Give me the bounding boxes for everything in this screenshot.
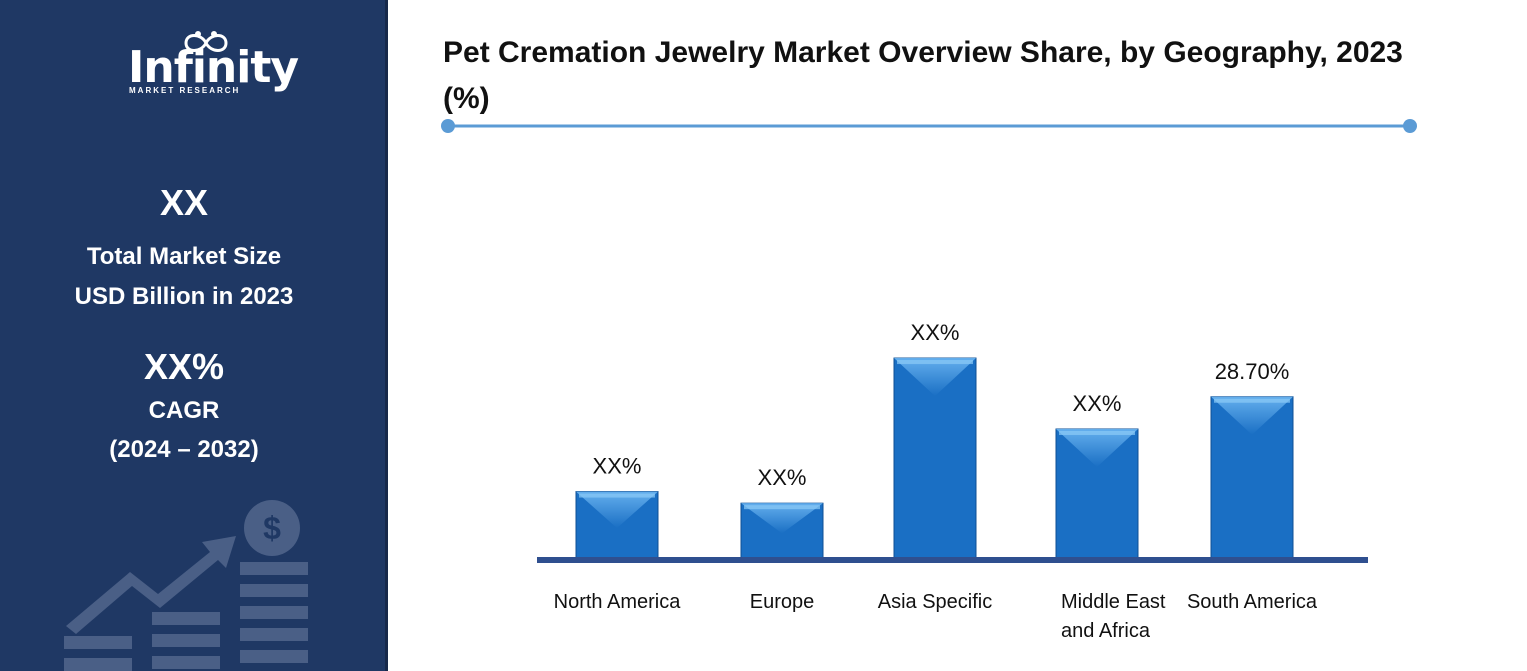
category-label-2: Asia Specific — [878, 591, 993, 613]
category-label-line: and Africa — [1061, 620, 1151, 642]
bar-1 — [740, 502, 824, 559]
bar-chart: XX% North America XX% Europe XX% Asia Specifi… — [537, 320, 1368, 642]
title-underline — [441, 119, 1417, 133]
category-label-line: Middle East — [1061, 591, 1166, 613]
company-logo: Infinity MARKET RESEARCH — [110, 28, 299, 103]
bar-4 — [1210, 396, 1294, 559]
data-label-2: XX% — [911, 320, 960, 345]
growth-chart-icon: $ — [64, 500, 308, 671]
category-label-3: Middle East and Africa — [1061, 591, 1166, 642]
market-size-label: Total Market Size — [86, 243, 282, 270]
category-label-line: South America — [1187, 591, 1318, 613]
infinity-logo-icon — [184, 31, 228, 52]
category-label-line: Europe — [750, 591, 815, 613]
category-label-1: Europe — [750, 591, 815, 613]
data-label-4: 28.70% — [1215, 359, 1290, 384]
market-size-unit: USD Billion in 2023 — [74, 283, 294, 310]
data-label-0: XX% — [593, 454, 642, 479]
category-label-4: South America — [1187, 591, 1318, 613]
bar-2 — [893, 357, 977, 559]
category-label-line: North America — [554, 591, 682, 613]
category-label-0: North America — [554, 591, 682, 613]
bar-0 — [575, 491, 659, 559]
bar-3 — [1055, 428, 1139, 559]
cagr-label: CAGR — [148, 397, 220, 424]
chart-title: Pet Cremation Jewelry Market Overview Sh… — [443, 36, 1403, 115]
cagr-period: (2024 – 2032) — [109, 436, 259, 463]
data-label-1: XX% — [758, 465, 807, 490]
cagr-value: XX% — [143, 346, 225, 387]
category-label-line: Asia Specific — [878, 591, 993, 613]
sidebar: Infinity MARKET RESEARCH XX Total Market… — [0, 0, 388, 671]
market-size-value: XX — [159, 182, 209, 223]
svg-text:$: $ — [263, 510, 281, 546]
data-label-3: XX% — [1073, 391, 1122, 416]
logo-wordmark: Infinity — [128, 42, 299, 93]
logo-subtitle: MARKET RESEARCH — [129, 86, 241, 95]
